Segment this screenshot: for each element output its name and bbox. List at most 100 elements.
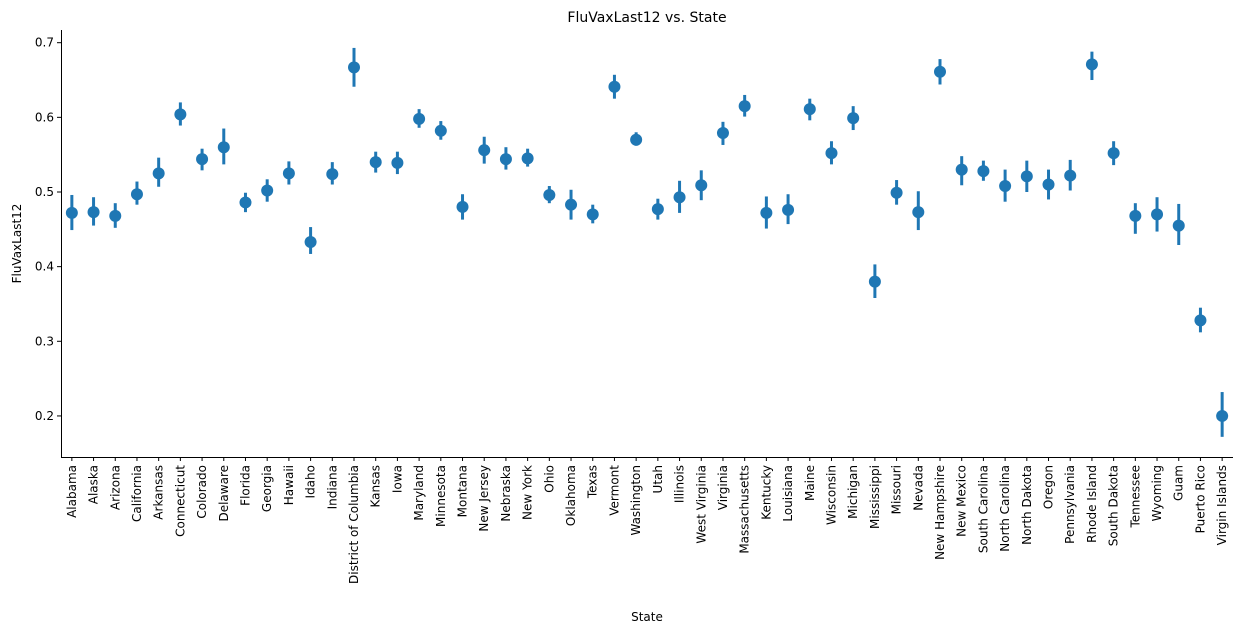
data-point [543, 188, 556, 201]
x-tick-label: Hawaii [282, 465, 296, 505]
x-tick-label: Wyoming [1150, 465, 1164, 521]
data-point [825, 147, 838, 160]
chart-title: FluVaxLast12 vs. State [567, 10, 726, 26]
y-tick-label: 0.5 [35, 185, 54, 199]
x-tick-label: New Mexico [955, 465, 969, 537]
data-point [239, 196, 252, 209]
data-point [1216, 409, 1229, 422]
data-point [369, 156, 382, 169]
data-point [1020, 170, 1033, 183]
x-tick-label: Tennessee [1128, 465, 1142, 529]
data-point [499, 153, 512, 166]
data-point [152, 167, 165, 180]
x-tick-label: Florida [238, 465, 252, 506]
data-point [1085, 58, 1098, 71]
data-point [456, 200, 469, 213]
x-tick-label: New York [521, 465, 535, 520]
data-point [87, 206, 100, 219]
data-point [782, 203, 795, 216]
x-tick-label: Kentucky [759, 465, 773, 520]
x-tick-label: Rhode Island [1085, 465, 1099, 543]
x-tick-label: New Hampshire [933, 465, 947, 560]
data-point [413, 112, 426, 125]
x-tick-label: Nebraska [499, 465, 513, 522]
data-point [348, 61, 360, 74]
x-tick-label: Virginia [716, 465, 730, 510]
data-point [1151, 208, 1164, 221]
x-tick-label: North Carolina [998, 465, 1012, 552]
data-point [890, 186, 903, 199]
x-tick-label: Idaho [304, 465, 318, 498]
data-point [651, 203, 664, 216]
x-axis-ticks: Alabama Alaska Arizona California Arkansas Co… [65, 457, 1229, 584]
data-point [847, 112, 860, 125]
x-tick-label: Ohio [542, 465, 556, 493]
y-tick-label: 0.6 [35, 110, 54, 124]
x-tick-label: Delaware [217, 465, 231, 522]
x-tick-label: Oklahoma [564, 465, 578, 526]
x-tick-label: Kansas [369, 465, 383, 507]
x-tick-label: Oregon [1042, 465, 1056, 509]
x-tick-label: South Carolina [976, 465, 990, 553]
data-point [130, 188, 143, 201]
x-tick-label: Louisiana [781, 465, 795, 522]
data-point [434, 124, 447, 137]
data-point [803, 103, 816, 116]
data-point [955, 163, 968, 176]
x-axis-label: State [631, 610, 663, 624]
data-point [174, 108, 187, 121]
x-tick-label: Montana [456, 465, 470, 517]
x-tick-label: Nevada [911, 465, 925, 511]
data-point [630, 133, 643, 146]
x-tick-label: California [130, 465, 144, 522]
x-tick-label: Wisconsin [824, 465, 838, 525]
x-tick-label: Illinois [673, 465, 687, 503]
data-point [565, 198, 578, 211]
data-point [586, 208, 599, 221]
x-tick-label: Minnesota [434, 465, 448, 527]
y-tick-label: 0.2 [35, 409, 54, 423]
data-point [608, 80, 621, 93]
data-point [912, 206, 925, 219]
x-tick-label: Vermont [607, 465, 621, 516]
x-tick-label: Maryland [412, 465, 426, 521]
x-tick-label: West Virginia [694, 465, 708, 544]
data-point [977, 165, 990, 178]
y-axis-ticks: 0.2 0.3 0.4 0.5 0.6 0.7 [35, 36, 61, 423]
data-point [1194, 314, 1207, 327]
x-tick-label: District of Columbia [347, 465, 361, 584]
x-tick-label: North Dakota [1020, 465, 1034, 545]
x-tick-label: Arkansas [152, 465, 166, 520]
x-tick-label: Washington [629, 465, 643, 536]
data-point [999, 180, 1012, 193]
x-tick-label: Michigan [846, 465, 860, 519]
data-point [196, 153, 209, 166]
data-point [391, 156, 404, 169]
data-point [868, 275, 881, 288]
data-point [521, 152, 534, 165]
data-point [673, 191, 686, 204]
data-point [261, 184, 274, 197]
data-point [760, 206, 773, 219]
data-point [1172, 219, 1185, 232]
data-point [716, 127, 729, 140]
x-tick-label: Alabama [65, 465, 79, 518]
x-tick-label: Connecticut [173, 465, 187, 537]
data-point [109, 209, 122, 222]
x-tick-label: Colorado [195, 465, 209, 519]
data-point [217, 141, 230, 154]
x-tick-label: Virgin Islands [1215, 465, 1229, 545]
x-tick-label: Indiana [325, 465, 339, 509]
y-axis-label: FluVaxLast12 [10, 204, 24, 284]
x-tick-label: Pennsylvania [1063, 465, 1077, 544]
data-point [738, 100, 751, 113]
x-tick-label: Massachusetts [738, 465, 752, 554]
x-tick-label: Maine [803, 465, 817, 501]
data-point [1129, 209, 1142, 222]
x-tick-label: Arizona [108, 465, 122, 510]
data-point [934, 65, 946, 78]
x-tick-label: Texas [586, 465, 600, 499]
x-tick-label: Iowa [390, 465, 404, 493]
